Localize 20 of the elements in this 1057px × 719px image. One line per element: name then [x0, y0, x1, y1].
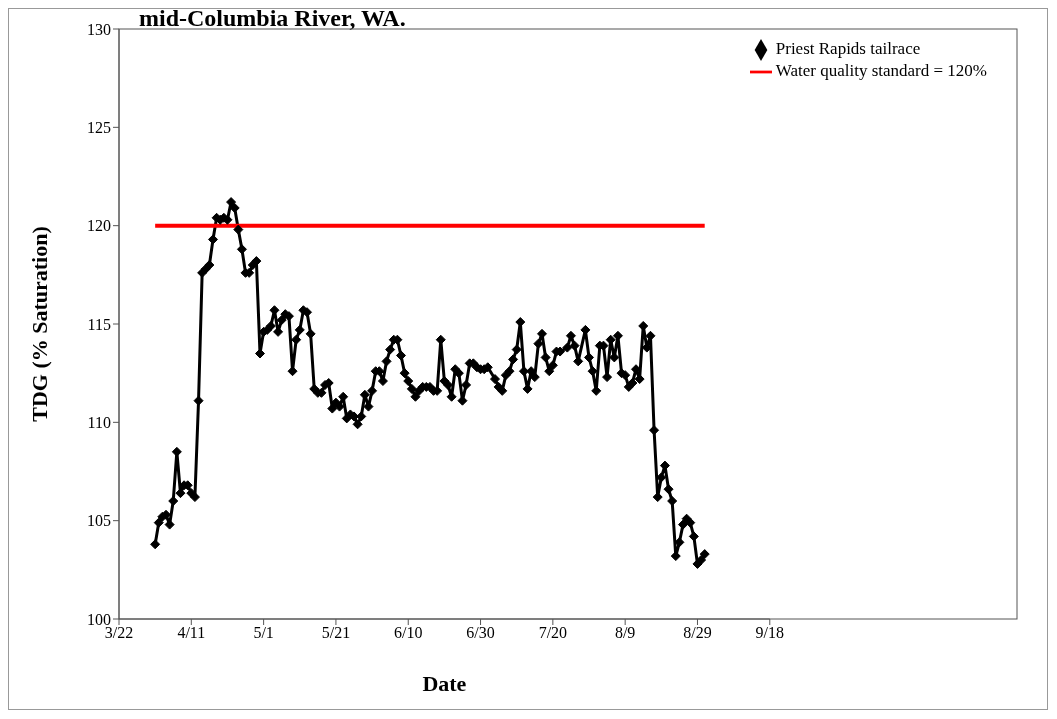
y-tick-label: 120 — [87, 217, 111, 235]
x-tick-label: 5/1 — [253, 624, 274, 642]
x-tick-label: 8/9 — [614, 624, 636, 642]
y-axis-title: TDG (% Saturation) — [26, 226, 52, 422]
legend-label: Water quality standard = 120% — [775, 61, 987, 81]
x-tick-label: 5/21 — [321, 624, 351, 642]
x-axis-title: Date — [422, 671, 467, 696]
x-tick-label: 4/11 — [177, 624, 206, 642]
x-tick-label: 6/30 — [466, 624, 495, 642]
y-tick-label: 110 — [87, 414, 111, 432]
legend-label: Priest Rapids tailrace — [775, 39, 921, 58]
x-tick-label: 8/29 — [683, 624, 712, 642]
y-tick-label: 130 — [87, 20, 111, 38]
y-tick-label: 115 — [87, 315, 111, 333]
x-tick-label: 6/10 — [394, 624, 423, 642]
x-tick-label: 7/20 — [538, 624, 568, 642]
chart-title: mid-Columbia River, WA. — [139, 5, 406, 32]
x-tick-label: 9/18 — [755, 624, 785, 642]
y-tick-label: 105 — [87, 512, 111, 530]
y-tick-label: 125 — [87, 119, 111, 137]
